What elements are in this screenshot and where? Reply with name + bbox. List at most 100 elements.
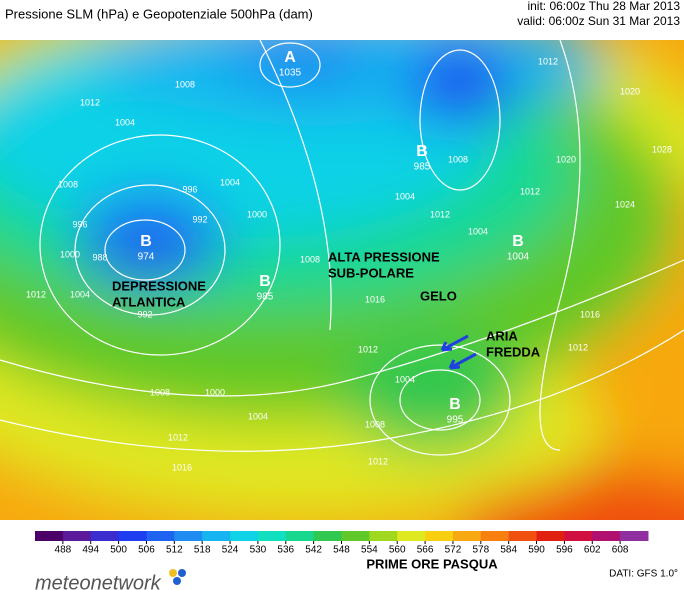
colorbar-label: 566: [417, 545, 434, 556]
colorbar-bin: [564, 531, 593, 541]
colorbar-bin: [480, 531, 510, 541]
center-value: 1035: [279, 68, 302, 79]
colorbar-label: 578: [472, 545, 489, 556]
isobar-label: 992: [192, 214, 207, 224]
isobar-label: 1020: [620, 86, 640, 96]
isobar-label: 996: [72, 219, 87, 229]
colorbar-bin: [202, 531, 231, 541]
isobar-label: 1008: [150, 387, 170, 397]
isobar-label: 1008: [448, 154, 468, 164]
colorbar-label: 494: [82, 545, 99, 556]
isobar-label: 1012: [168, 432, 188, 442]
colorbar-label: 596: [556, 545, 573, 556]
isobar-label: 1012: [538, 56, 558, 66]
annotation: FREDDA: [486, 344, 541, 359]
isobar-label: 1004: [395, 191, 415, 201]
center-letter: B: [512, 233, 524, 250]
isobar-label: 1004: [115, 117, 135, 127]
isobar-label: 1024: [615, 199, 635, 209]
colorbar-label: 530: [250, 545, 267, 556]
colorbar-bin: [341, 531, 370, 541]
colorbar-label: 536: [277, 545, 294, 556]
center-value: 995: [447, 415, 464, 426]
isobar-label: 988: [92, 252, 107, 262]
isobar-label: 1012: [430, 209, 450, 219]
isobar-label: 1012: [358, 344, 378, 354]
colorbar-bin: [146, 531, 175, 541]
colorbar-bin: [369, 531, 398, 541]
colorbar-bin: [592, 531, 621, 541]
colorbar-bin: [285, 531, 315, 541]
isobar-label: 1012: [520, 186, 540, 196]
colorbar-label: 518: [194, 545, 211, 556]
colorbar-label: 602: [584, 545, 601, 556]
colorbar-bin: [90, 531, 120, 541]
annotation: ARIA: [486, 328, 518, 343]
colorbar-bin: [118, 531, 147, 541]
isobar-label: 1012: [368, 456, 388, 466]
isobar-label: 1004: [468, 226, 488, 236]
colorbar-bin: [62, 531, 92, 541]
colorbar-label: 512: [166, 545, 183, 556]
center-letter: A: [284, 49, 296, 66]
isobar-label: 1012: [80, 97, 100, 107]
arrow: [448, 352, 477, 370]
colorbar-label: 560: [389, 545, 406, 556]
center-letter: B: [259, 273, 271, 290]
colorbar-bin: [257, 531, 287, 541]
colorbar-bin: [425, 531, 454, 541]
isobar-label: 1016: [580, 309, 600, 319]
center-value: 974: [138, 252, 155, 263]
isobar-label: 1004: [220, 177, 240, 187]
isobar-label: 1004: [70, 289, 90, 299]
isobar-label: 1012: [568, 342, 588, 352]
isobar-label: 1028: [652, 144, 672, 154]
isobar-label: 992: [137, 309, 152, 319]
isobar-label: 1012: [26, 289, 46, 299]
annotation: DEPRESSIONE: [112, 278, 206, 293]
annotation: ALTA PRESSIONE: [328, 249, 440, 264]
colorbar-bin: [313, 531, 342, 541]
colorbar-bin: [174, 531, 203, 541]
colorbar-bin: [35, 531, 64, 541]
annotation: ATLANTICA: [112, 294, 186, 309]
isobar-label: 1016: [172, 462, 192, 472]
isobar-label: 1004: [395, 374, 415, 384]
logo: meteonetwork: [35, 572, 162, 590]
colorbar-label: 506: [138, 545, 155, 556]
center-letter: B: [449, 396, 461, 413]
isobar-label: 1008: [365, 419, 385, 429]
colorbar-label: 548: [333, 545, 350, 556]
init-time: init: 06:00z Thu 28 Mar 2013: [527, 0, 680, 13]
colorbar-label: 488: [55, 545, 72, 556]
colorbar-label: 500: [110, 545, 127, 556]
center-value: 1004: [507, 252, 530, 263]
isobar-label: 1008: [175, 79, 195, 89]
isobar-label: 1016: [365, 294, 385, 304]
colorbar-label: 554: [361, 545, 378, 556]
colorbar-bin: [397, 531, 426, 541]
isobar-label: 996: [182, 184, 197, 194]
isobars: [0, 40, 684, 456]
center-value: 985: [414, 162, 431, 173]
colorbar-label: 584: [500, 545, 517, 556]
isobar-label: 1008: [300, 254, 320, 264]
center-letter: B: [416, 143, 428, 160]
title: Pressione SLM (hPa) e Geopotenziale 500h…: [5, 6, 313, 21]
colorbar-bin: [620, 531, 649, 541]
caption: PRIME ORE PASQUA: [366, 556, 498, 571]
colorbar-label: 542: [305, 545, 322, 556]
arrow: [440, 334, 469, 352]
logo-dot: [173, 577, 181, 585]
isobar-label: 1020: [556, 154, 576, 164]
annotation: GELO: [420, 288, 457, 303]
center-letter: B: [140, 233, 152, 250]
colorbar-label: 590: [528, 545, 545, 556]
isobar-label: 1000: [247, 209, 267, 219]
source: DATI: GFS 1.0°: [609, 569, 678, 580]
colorbar-label: 608: [612, 545, 629, 556]
colorbar-label: 572: [445, 545, 462, 556]
isobar-label: 1004: [248, 411, 268, 421]
